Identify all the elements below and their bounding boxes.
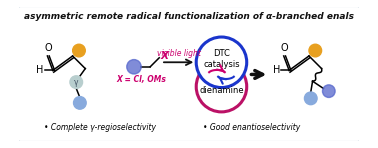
Circle shape bbox=[70, 76, 82, 89]
Text: H: H bbox=[36, 65, 44, 75]
Circle shape bbox=[127, 59, 141, 74]
Circle shape bbox=[304, 92, 317, 105]
Text: X = Cl, OMs: X = Cl, OMs bbox=[116, 75, 166, 84]
Circle shape bbox=[309, 44, 322, 57]
Circle shape bbox=[73, 44, 85, 57]
Text: DTC
catalysis: DTC catalysis bbox=[203, 49, 240, 69]
Text: γ: γ bbox=[74, 78, 79, 87]
Text: X: X bbox=[160, 51, 168, 61]
FancyBboxPatch shape bbox=[18, 6, 360, 142]
Text: asymmetric remote radical functionalization of α-branched enals: asymmetric remote radical functionalizat… bbox=[24, 12, 354, 21]
Circle shape bbox=[322, 85, 335, 97]
Circle shape bbox=[74, 96, 86, 109]
Text: O: O bbox=[281, 43, 288, 53]
Text: H: H bbox=[273, 65, 280, 75]
Text: • Good enantioselectivity: • Good enantioselectivity bbox=[203, 123, 300, 132]
Text: visible light: visible light bbox=[157, 49, 201, 58]
Circle shape bbox=[196, 61, 247, 112]
Text: • Complete γ-regioselectivity: • Complete γ-regioselectivity bbox=[44, 123, 156, 132]
Text: O: O bbox=[45, 43, 52, 53]
Circle shape bbox=[196, 37, 247, 87]
Text: dienamine: dienamine bbox=[199, 86, 244, 95]
